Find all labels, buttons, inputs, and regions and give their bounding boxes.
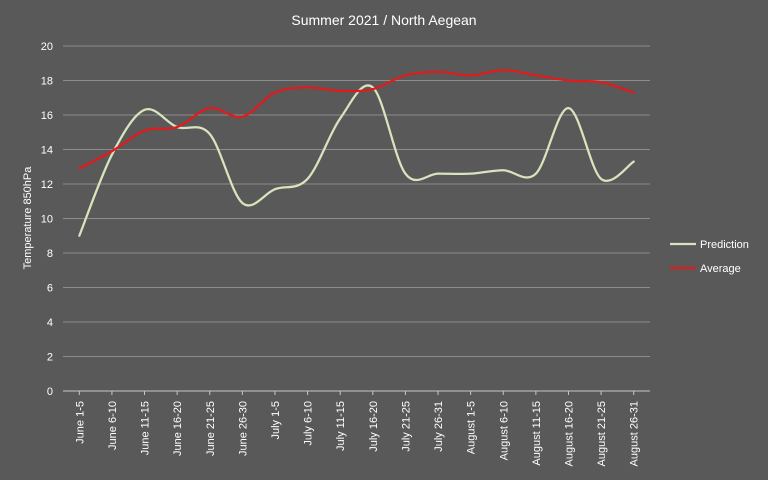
data-point-average (339, 90, 341, 92)
x-tick-label: July 16-20 (368, 401, 380, 452)
y-tick-label: 12 (41, 179, 53, 191)
data-point-average (372, 88, 374, 90)
series-line-prediction (78, 84, 635, 237)
series-lines (78, 69, 635, 237)
data-point-average (502, 69, 504, 71)
y-tick-label: 8 (47, 248, 53, 260)
data-point-average (404, 74, 406, 76)
x-tick-label: July 1-5 (270, 401, 282, 440)
data-point-average (437, 71, 439, 73)
x-tick-label: August 16-20 (563, 401, 575, 466)
data-point-prediction (209, 133, 211, 135)
data-point-prediction (307, 178, 309, 180)
data-point-average (144, 130, 146, 132)
x-tick-label: July 11-15 (335, 401, 347, 451)
x-tick-label: August 11-15 (531, 401, 543, 466)
data-point-prediction (404, 173, 406, 175)
chart-title: Summer 2021 / North Aegean (291, 12, 476, 28)
x-tick-label: June 1-5 (74, 401, 86, 444)
x-tick-label: July 6-10 (303, 401, 315, 446)
data-point-average (535, 74, 537, 76)
x-axis-ticks: June 1-5 June 6-10 June 11-15 June 16-20 Jun… (74, 391, 641, 466)
data-point-average (78, 167, 80, 169)
x-tick-label: June 16-20 (172, 401, 184, 456)
x-tick-label: August 1-5 (466, 401, 478, 454)
data-point-prediction (111, 154, 113, 156)
x-tick-label: June 11-15 (140, 401, 152, 455)
series-line-average (78, 69, 635, 170)
y-tick-label: 14 (41, 145, 53, 157)
x-tick-label: July 26-31 (433, 401, 445, 452)
data-point-average (274, 92, 276, 94)
data-point-prediction (241, 202, 243, 204)
y-tick-label: 2 (47, 352, 53, 364)
data-point-prediction (274, 188, 276, 190)
x-tick-label: July 21-25 (400, 401, 412, 452)
y-tick-label: 18 (41, 76, 53, 88)
x-tick-label: August 21-25 (596, 401, 608, 466)
data-point-average (176, 126, 178, 128)
data-point-average (111, 150, 113, 152)
data-point-average (209, 107, 211, 109)
data-point-average (567, 80, 569, 82)
legend: Prediction Average (670, 239, 749, 275)
y-axis-ticks: 0 2 4 6 8 10 12 14 16 18 20 (41, 41, 53, 398)
x-tick-label: June 21-25 (205, 401, 217, 456)
y-tick-label: 20 (41, 41, 53, 53)
y-tick-label: 6 (47, 283, 53, 295)
data-point-average (470, 74, 472, 76)
y-tick-label: 16 (41, 110, 53, 122)
data-point-prediction (78, 235, 80, 237)
data-point-average (600, 81, 602, 83)
x-tick-label: June 26-30 (237, 401, 249, 456)
y-tick-label: 4 (47, 317, 53, 329)
data-point-average (633, 92, 635, 94)
y-tick-label: 10 (41, 214, 53, 226)
data-point-average (241, 116, 243, 118)
data-point-prediction (437, 173, 439, 175)
y-axis-label: Temperature 850hPa (22, 166, 34, 270)
y-tick-label: 0 (47, 386, 53, 398)
data-point-prediction (339, 117, 341, 119)
legend-label-prediction: Prediction (700, 239, 749, 251)
x-tick-label: August 26-31 (629, 401, 641, 466)
data-point-prediction (144, 109, 146, 111)
data-point-prediction (633, 161, 635, 163)
data-point-average (307, 86, 309, 88)
x-tick-label: June 6-10 (107, 401, 119, 450)
gridlines (63, 45, 650, 392)
data-point-prediction (502, 169, 504, 171)
data-point-prediction (600, 178, 602, 180)
data-point-prediction (470, 173, 472, 175)
legend-label-average: Average (700, 263, 741, 275)
data-point-prediction (567, 107, 569, 109)
data-point-prediction (535, 173, 537, 175)
x-tick-label: August 6-10 (498, 401, 510, 460)
